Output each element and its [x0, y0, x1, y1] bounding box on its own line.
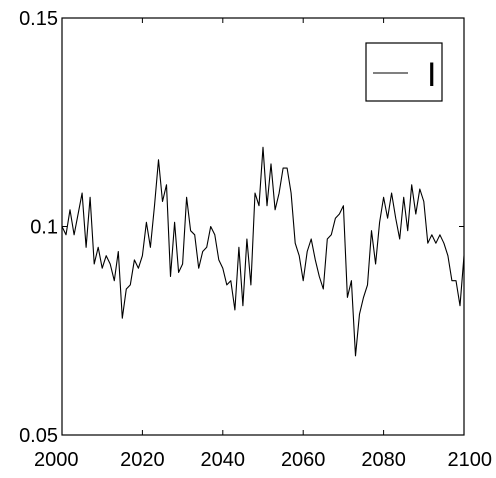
- legend-box: [365, 42, 443, 102]
- legend: I: [365, 42, 443, 102]
- y-tick-label: 0.05: [19, 425, 58, 447]
- y-tick-label: 0.15: [19, 8, 58, 30]
- x-tick-label: 2020: [120, 449, 165, 471]
- x-tick-label: 2060: [281, 449, 326, 471]
- y-axis: 0.05 0.1 0.15: [19, 8, 464, 447]
- x-tick-label: 2080: [361, 449, 406, 471]
- y-tick-label: 0.1: [30, 217, 58, 239]
- x-tick-label: 2040: [201, 449, 246, 471]
- x-tick-label: 2000: [34, 449, 79, 471]
- x-axis: 2000 2020 2040 2060 2080 2100: [34, 18, 492, 471]
- x-tick-label: 2100: [448, 449, 493, 471]
- series-layer: [61, 146, 465, 357]
- series-line: [61, 146, 465, 357]
- legend-label: I: [427, 56, 436, 94]
